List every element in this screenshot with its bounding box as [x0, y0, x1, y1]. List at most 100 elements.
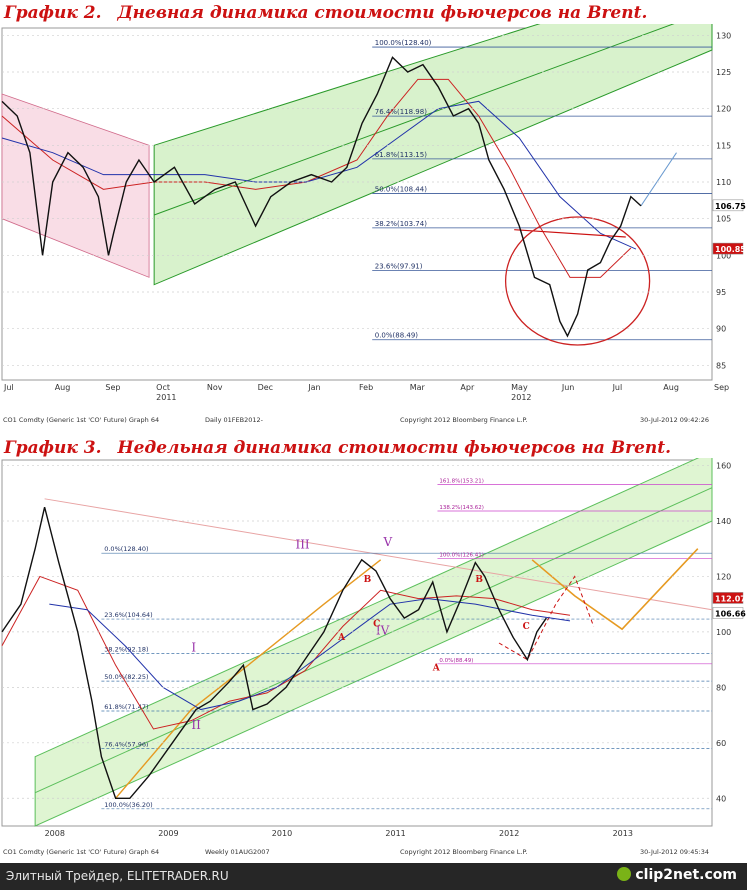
- long-resistance: [44, 498, 713, 611]
- moving-average-red: [1, 575, 571, 730]
- footer-timestamp: 30-Jul-2012 09:45:34: [640, 848, 709, 856]
- fib-label: 50.0%(108.44): [375, 185, 427, 193]
- footer-copyright: Copyright 2012 Bloomberg Finance L.P.: [400, 848, 527, 856]
- x-tick-label: Sep: [105, 383, 120, 392]
- orange-forecast: [531, 548, 699, 631]
- price-badge: [712, 199, 744, 212]
- y-tick-label: 105: [716, 215, 731, 224]
- projection-line: [640, 152, 677, 207]
- y-tick-label: 140: [716, 517, 731, 526]
- x-tick-label: Jul: [3, 383, 14, 392]
- x-tick-label: Aug: [55, 383, 71, 392]
- fib-extension-label: 138.2%(143.62): [439, 505, 484, 511]
- x-tick-label: 2008: [45, 829, 65, 838]
- chart3-title: График 3. Недельная динамика стоимости фь…: [4, 438, 672, 458]
- fib-label: 76.4%(57.96): [104, 740, 148, 748]
- x-tick-label: Dec: [258, 383, 273, 392]
- x-tick-label: 2009: [158, 829, 178, 838]
- price-badge-label: 106.75: [715, 202, 746, 211]
- y-tick-label: 100: [716, 628, 731, 637]
- y-tick-label: 120: [716, 105, 731, 114]
- daily-brent-chart: 100.0%(128.40) 76.4%(118.98) 61.8%(113.15)…: [0, 24, 747, 426]
- up-channel: [153, 24, 713, 286]
- y-tick-label: 90: [716, 325, 726, 334]
- x-tick-label: Apr: [460, 383, 475, 392]
- fib-label: 0.0%(88.49): [375, 332, 419, 340]
- y-tick-label: 130: [716, 31, 731, 40]
- logo-icon: [617, 867, 632, 881]
- y-tick-label: 110: [716, 178, 731, 187]
- x-tick-label: May: [511, 383, 528, 392]
- x-tick-label: 2011: [385, 829, 405, 838]
- x-tick-label: 2010: [272, 829, 292, 838]
- x-tick-label: Jul: [612, 383, 623, 392]
- price-badge: [712, 607, 744, 619]
- wave-label: B: [475, 575, 483, 585]
- footer-source: CO1 Comdty (Generic 1st 'CO' Future) Gra…: [3, 416, 159, 424]
- year-label: 2011: [156, 393, 176, 402]
- y-tick-label: 95: [716, 288, 726, 297]
- wave-label: III: [295, 538, 309, 552]
- price-badge: [712, 242, 744, 255]
- x-tick-label: Oct: [156, 383, 170, 392]
- price-line: [1, 506, 547, 799]
- footer-copyright: Copyright 2012 Bloomberg Finance L.P.: [400, 416, 527, 424]
- wave-label: II: [191, 718, 201, 732]
- fib-extension-label: 0.0%(88.49): [439, 658, 473, 664]
- y-tick-label: 115: [716, 141, 731, 150]
- wave-label: I: [191, 640, 196, 654]
- price-badge: [712, 592, 744, 604]
- x-tick-label: Sep: [714, 383, 729, 392]
- fib-label: 100.0%(128.40): [375, 39, 432, 47]
- chart2-title: График 2. Дневная динамика стоимости фьюч…: [4, 3, 648, 23]
- y-tick-label: 100: [716, 251, 731, 260]
- wave-label: C: [373, 619, 380, 629]
- wave-label: A: [432, 664, 441, 674]
- fib-label: 38.2%(103.74): [375, 220, 427, 228]
- y-tick-label: 40: [716, 794, 726, 803]
- wave-label: V: [383, 535, 393, 549]
- fib-label: 23.6%(97.91): [375, 263, 423, 271]
- fib-label: 100.0%(36.20): [104, 801, 152, 809]
- y-tick-label: 160: [716, 462, 731, 471]
- fib-extension-label: 100.0%(126.41): [439, 553, 484, 559]
- wave-label: IV: [376, 624, 390, 638]
- clip2net-logo: clip2net.com: [617, 867, 737, 883]
- fib-label: 38.2%(92.18): [104, 646, 148, 654]
- year-label: 2012: [511, 393, 531, 402]
- y-tick-label: 80: [716, 683, 726, 692]
- footer-source: CO1 Comdty (Generic 1st 'CO' Future) Gra…: [3, 848, 159, 856]
- price-line: [1, 56, 642, 338]
- price-badge-label: 112.07: [715, 594, 746, 603]
- footer-period: Daily 01FEB2012-: [205, 416, 264, 424]
- fib-label: 61.8%(113.15): [375, 151, 427, 159]
- wave-label: A: [337, 633, 346, 643]
- x-tick-label: 2012: [499, 829, 519, 838]
- x-tick-label: 2013: [613, 829, 633, 838]
- y-tick-label: 85: [716, 361, 726, 370]
- fib-label: 76.4%(118.98): [375, 108, 427, 116]
- x-tick-label: Jun: [561, 383, 575, 392]
- fib-label: 50.0%(82.25): [104, 673, 148, 681]
- red-forecast: [498, 575, 595, 661]
- highlight-circle: [504, 216, 651, 346]
- page-footer: Элитный Трейдер, ELITETRADER.RU clip2net…: [0, 863, 747, 890]
- site-credit: Элитный Трейдер, ELITETRADER.RU: [6, 869, 229, 883]
- moving-average-red: [1, 78, 632, 278]
- y-tick-label: 120: [716, 572, 731, 581]
- wave-label: B: [364, 575, 372, 585]
- x-tick-label: Feb: [359, 383, 373, 392]
- x-tick-label: Nov: [207, 383, 223, 392]
- moving-average-blue: [1, 100, 637, 250]
- x-tick-label: Jan: [307, 383, 320, 392]
- fib-label: 61.8%(71.47): [104, 703, 148, 711]
- y-tick-label: 60: [716, 739, 726, 748]
- channel-midline: [34, 487, 713, 794]
- price-badge-label: 100.85: [715, 245, 746, 254]
- down-channel: [1, 93, 150, 278]
- weekly-brent-chart: 0.0%(128.40) 23.6%(104.64) 38.2%(92.18) 50.…: [0, 458, 747, 858]
- fib-label: 0.0%(128.40): [104, 545, 148, 553]
- fib-extension-label: 161.8%(153.21): [439, 478, 484, 484]
- footer-period: Weekly 01AUG2007: [205, 848, 270, 856]
- wave-label: C: [523, 622, 530, 632]
